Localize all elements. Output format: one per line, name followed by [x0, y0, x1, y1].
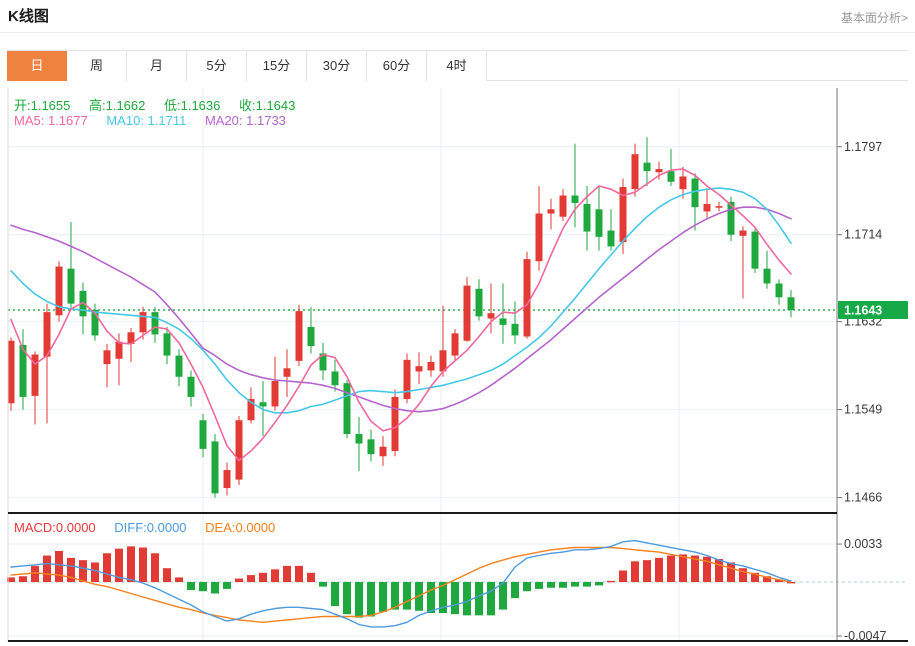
svg-text:1.1643: 1.1643: [844, 304, 882, 318]
dea-value: DEA:0.0000: [205, 520, 276, 535]
ohlc-readout: 开:1.1655 高:1.1662 低:1.1636 收:1.1643: [14, 95, 310, 114]
ma5-value: MA5: 1.1677: [14, 113, 88, 128]
tab-4hour[interactable]: 4时: [427, 51, 487, 81]
close-value: 收:1.1643: [239, 98, 296, 113]
tab-60min[interactable]: 60分: [367, 51, 427, 81]
tab-15min[interactable]: 15分: [247, 51, 307, 81]
svg-text:0.0033: 0.0033: [844, 537, 882, 551]
diff-value: DIFF:0.0000: [114, 520, 187, 535]
open-value: 开:1.1655: [14, 98, 71, 113]
svg-text:-0.0047: -0.0047: [844, 629, 886, 643]
page-title: K线图: [8, 8, 49, 25]
header-divider: [0, 32, 915, 33]
macd-readout: MACD:0.0000 DIFF:0.0000 DEA:0.0000: [14, 520, 290, 535]
svg-text:1.1549: 1.1549: [844, 403, 882, 417]
tab-day[interactable]: 日: [7, 51, 67, 81]
ma-readout: MA5: 1.1677 MA10: 1.1711 MA20: 1.1733: [14, 113, 301, 128]
high-value: 高:1.1662: [89, 98, 146, 113]
svg-text:1.1797: 1.1797: [844, 140, 882, 154]
tab-month[interactable]: 月: [127, 51, 187, 81]
low-value: 低:1.1636: [164, 98, 221, 113]
macd-value: MACD:0.0000: [14, 520, 96, 535]
tab-5min[interactable]: 5分: [187, 51, 247, 81]
ma10-value: MA10: 1.1711: [106, 113, 187, 128]
interval-tabbar: 日 周 月 5分 15分 30分 60分 4时: [7, 50, 908, 81]
svg-text:1.1714: 1.1714: [844, 228, 882, 242]
fundamental-analysis-link[interactable]: 基本面分析>: [840, 11, 908, 25]
tab-week[interactable]: 周: [67, 51, 127, 81]
svg-text:1.1466: 1.1466: [844, 491, 882, 505]
ma20-value: MA20: 1.1733: [204, 113, 286, 128]
tab-30min[interactable]: 30分: [307, 51, 367, 81]
